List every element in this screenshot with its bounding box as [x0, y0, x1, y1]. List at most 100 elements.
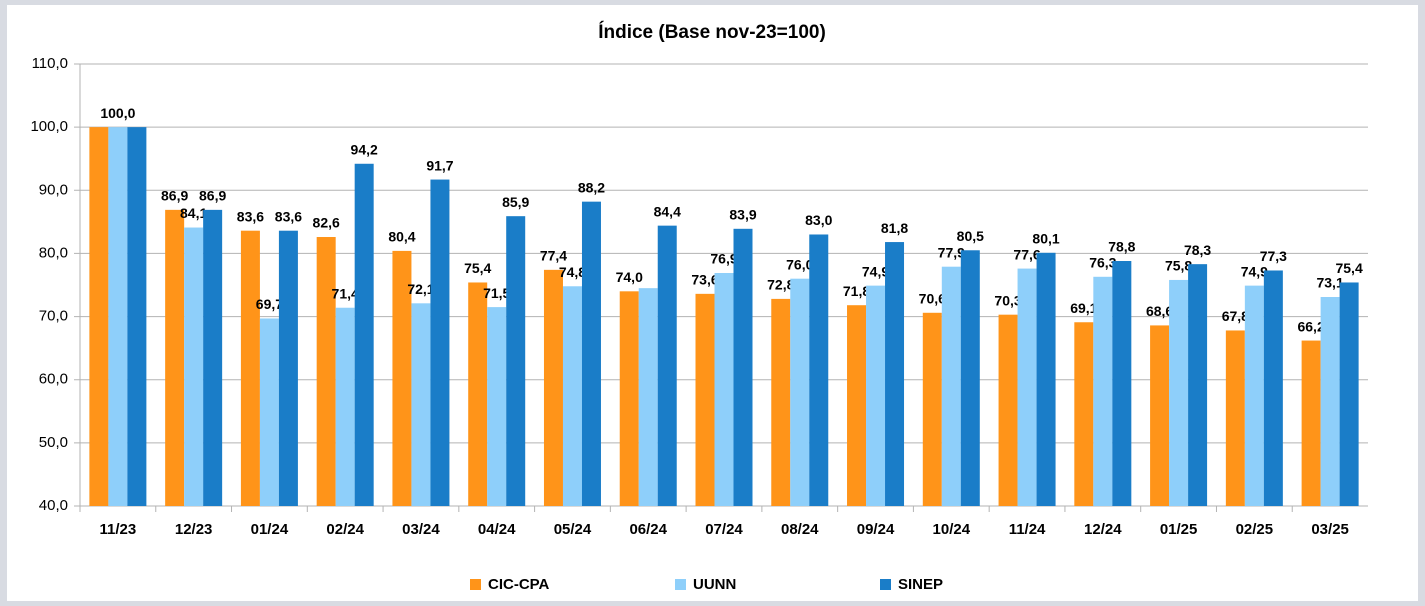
bar: [165, 209, 185, 507]
value-label: 74,0: [616, 269, 643, 285]
bar: [468, 282, 488, 506]
y-tick-label: 110,0: [32, 55, 68, 72]
legend-swatch: [880, 579, 891, 590]
value-label: 76,0: [786, 256, 813, 272]
bar: [316, 237, 336, 507]
value-label: 71,4: [332, 285, 359, 301]
bar: [1017, 268, 1037, 506]
value-label: 86,9: [199, 188, 226, 204]
bar: [411, 303, 431, 506]
legend-label: SINEP: [898, 576, 943, 593]
value-label: 80,1: [1032, 231, 1059, 247]
bar: [430, 179, 450, 506]
bar: [1112, 261, 1132, 506]
y-tick-label: 90,0: [39, 181, 68, 198]
x-tick-label: 08/24: [781, 521, 819, 538]
bar: [1301, 340, 1321, 506]
value-label: 83,0: [805, 212, 832, 228]
bar: [278, 230, 298, 506]
legend-swatch: [675, 579, 686, 590]
value-label: 80,4: [388, 229, 415, 245]
x-tick-label: 04/24: [478, 521, 516, 538]
bar: [1188, 264, 1208, 506]
y-tick-label: 80,0: [39, 244, 68, 261]
bar: [581, 201, 601, 506]
bar: [790, 278, 810, 506]
value-label: 70,3: [994, 292, 1021, 308]
value-label: 74,9: [862, 263, 889, 279]
bar: [1225, 330, 1245, 506]
value-label: 83,9: [729, 207, 756, 223]
value-label: 88,2: [578, 179, 605, 195]
value-label: 66,2: [1297, 318, 1324, 334]
bar: [809, 234, 829, 506]
value-label: 86,9: [161, 188, 188, 204]
bar: [335, 307, 355, 506]
bar: [1093, 276, 1113, 506]
value-label: 83,6: [237, 208, 264, 224]
value-label: 83,6: [275, 208, 302, 224]
value-label: 67,8: [1222, 308, 1249, 324]
value-label: 72,8: [767, 277, 794, 293]
x-tick-label: 10/24: [933, 521, 971, 538]
chart-title: Índice (Base nov-23=100): [598, 21, 826, 43]
bar: [1320, 296, 1340, 506]
bar: [506, 216, 526, 506]
legend-label: UUNN: [693, 576, 736, 593]
value-label: 85,9: [502, 194, 529, 210]
legend-label: CIC-CPA: [488, 576, 550, 593]
value-label: 78,8: [1108, 239, 1135, 255]
x-tick-label: 01/24: [251, 521, 289, 538]
bar: [1263, 270, 1283, 506]
bar: [1036, 252, 1056, 506]
value-label: 80,5: [957, 228, 984, 244]
value-label: 94,2: [351, 141, 378, 157]
bar: [695, 293, 715, 506]
x-tick-label: 03/25: [1311, 521, 1349, 538]
bar: [108, 127, 128, 507]
bar: [771, 298, 791, 506]
value-label: 73,1: [1316, 275, 1343, 291]
x-tick-label: 11/24: [1009, 521, 1046, 538]
bar: [259, 318, 279, 506]
x-tick-label: 11/23: [100, 521, 137, 538]
value-label: 82,6: [313, 215, 340, 231]
bar: [998, 314, 1018, 506]
bar: [657, 225, 677, 506]
x-tick-label: 06/24: [629, 521, 667, 538]
bar: [1074, 322, 1094, 506]
value-label: 77,6: [1013, 246, 1040, 262]
bar: [354, 163, 374, 506]
bar: [543, 269, 563, 506]
value-label: 71,5: [483, 285, 510, 301]
bar: [203, 209, 223, 507]
bar: [714, 273, 734, 506]
bar: [562, 286, 582, 506]
value-label: 68,6: [1146, 303, 1173, 319]
x-tick-label: 03/24: [402, 521, 440, 538]
value-label: 69,7: [256, 296, 283, 312]
value-label: 78,3: [1184, 242, 1211, 258]
x-tick-label: 05/24: [554, 521, 592, 538]
value-label: 77,3: [1260, 248, 1287, 264]
value-label: 75,8: [1165, 258, 1192, 274]
x-tick-label: 12/23: [175, 521, 213, 538]
bar: [960, 250, 980, 506]
bar: [638, 288, 658, 506]
x-tick-label: 09/24: [857, 521, 895, 538]
x-tick-label: 02/24: [326, 521, 364, 538]
y-tick-label: 50,0: [39, 434, 68, 451]
bar: [127, 127, 147, 507]
bar: [392, 250, 412, 506]
bar: [922, 312, 942, 506]
value-label: 76,3: [1089, 254, 1116, 270]
bar: [1169, 279, 1189, 506]
bar: [1339, 282, 1359, 506]
value-label: 76,9: [710, 251, 737, 267]
value-label: 75,4: [1335, 260, 1362, 276]
value-label: 70,6: [919, 290, 946, 306]
value-label: 84,1: [180, 205, 207, 221]
value-label: 74,9: [1241, 263, 1268, 279]
